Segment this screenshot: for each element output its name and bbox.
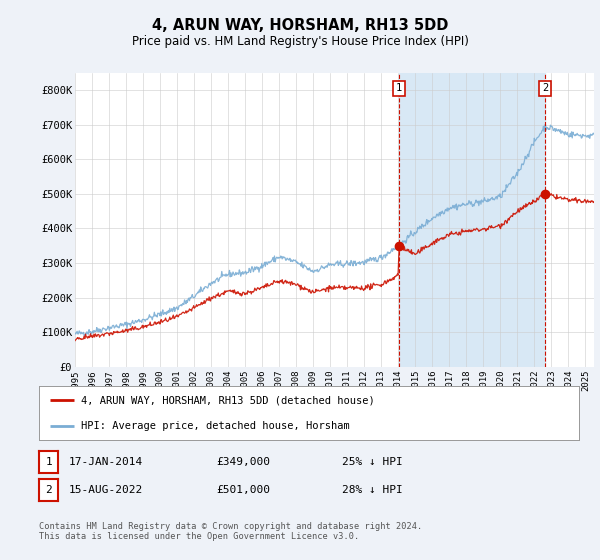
Text: Price paid vs. HM Land Registry's House Price Index (HPI): Price paid vs. HM Land Registry's House … — [131, 35, 469, 49]
Text: 4, ARUN WAY, HORSHAM, RH13 5DD: 4, ARUN WAY, HORSHAM, RH13 5DD — [152, 18, 448, 32]
Bar — [399, 73, 545, 367]
Text: 1: 1 — [396, 83, 402, 93]
Text: £349,000: £349,000 — [216, 457, 270, 467]
Text: 17-JAN-2014: 17-JAN-2014 — [69, 457, 143, 467]
Text: 28% ↓ HPI: 28% ↓ HPI — [342, 485, 403, 495]
Text: 25% ↓ HPI: 25% ↓ HPI — [342, 457, 403, 467]
Text: HPI: Average price, detached house, Horsham: HPI: Average price, detached house, Hors… — [81, 421, 350, 431]
Text: Contains HM Land Registry data © Crown copyright and database right 2024.
This d: Contains HM Land Registry data © Crown c… — [39, 522, 422, 542]
Text: 2: 2 — [45, 485, 52, 495]
Text: 15-AUG-2022: 15-AUG-2022 — [69, 485, 143, 495]
Text: £501,000: £501,000 — [216, 485, 270, 495]
Text: 2: 2 — [542, 83, 548, 93]
Text: 4, ARUN WAY, HORSHAM, RH13 5DD (detached house): 4, ARUN WAY, HORSHAM, RH13 5DD (detached… — [81, 395, 375, 405]
Text: 1: 1 — [45, 457, 52, 467]
